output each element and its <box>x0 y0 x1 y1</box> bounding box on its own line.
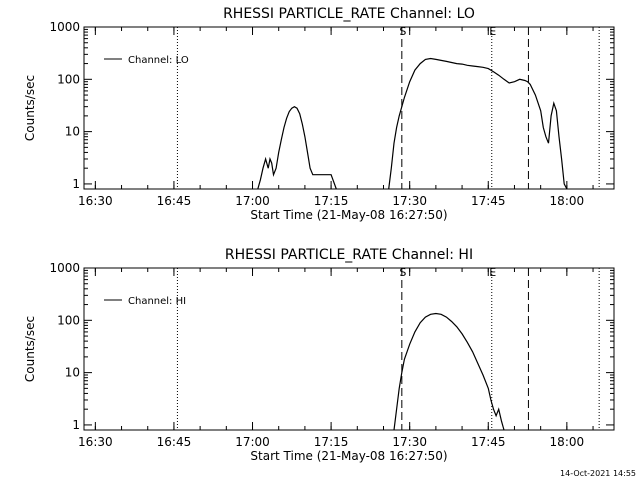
y-axis-label: Counts/sec <box>23 75 37 141</box>
timestamp-footer: 14-Oct-2021 14:55 <box>560 469 636 478</box>
y-tick-label: 100 <box>57 72 80 86</box>
x-tick-label: 17:30 <box>392 194 427 208</box>
legend-label: Channel: LO <box>128 55 189 66</box>
y-tick-label: 1000 <box>49 20 80 34</box>
chart-title: RHESSI PARTICLE_RATE Channel: HI <box>225 247 473 263</box>
x-tick-label: 16:45 <box>157 435 192 449</box>
plot-frame <box>83 26 615 190</box>
y-tick-label: 100 <box>57 313 80 327</box>
x-tick-label: 18:00 <box>550 194 585 208</box>
x-tick-label: 16:30 <box>78 194 113 208</box>
series-line <box>388 57 568 190</box>
plot-frame <box>83 267 615 431</box>
x-axis-label: Start Time (21-May-08 16:27:50) <box>250 208 447 222</box>
chart-title: RHESSI PARTICLE_RATE Channel: LO <box>223 6 475 22</box>
marker-label-s: S <box>399 266 406 279</box>
x-tick-label: 17:00 <box>235 435 270 449</box>
y-tick-label: 1 <box>72 177 80 191</box>
x-axis-label: Start Time (21-May-08 16:27:50) <box>250 449 447 463</box>
x-tick-label: 16:30 <box>78 435 113 449</box>
marker-label-e: E <box>489 25 496 38</box>
marker-label-e: E <box>489 266 496 279</box>
y-tick-label: 10 <box>65 366 80 380</box>
x-tick-label: 17:15 <box>314 435 349 449</box>
chart-panel-hi: RHESSI PARTICLE_RATE Channel: HI 16:30 16:… <box>23 247 615 463</box>
y-tick-label: 1000 <box>49 261 80 275</box>
y-tick-label: 1 <box>72 418 80 432</box>
legend-label: Channel: HI <box>128 296 186 307</box>
x-tick-label: 17:45 <box>471 435 506 449</box>
x-tick-label: 17:45 <box>471 194 506 208</box>
series-line <box>257 106 337 190</box>
y-tick-label: 10 <box>65 125 80 139</box>
x-tick-label: 16:45 <box>157 194 192 208</box>
x-tick-label: 17:30 <box>392 435 427 449</box>
x-tick-label: 18:00 <box>550 435 585 449</box>
y-axis-label: Counts/sec <box>23 316 37 382</box>
marker-label-s: S <box>399 25 406 38</box>
chart-panel-lo: RHESSI PARTICLE_RATE Channel: LO 16:30 16:… <box>23 6 615 222</box>
x-tick-label: 17:00 <box>235 194 270 208</box>
x-tick-label: 17:15 <box>314 194 349 208</box>
series-line <box>393 312 505 431</box>
